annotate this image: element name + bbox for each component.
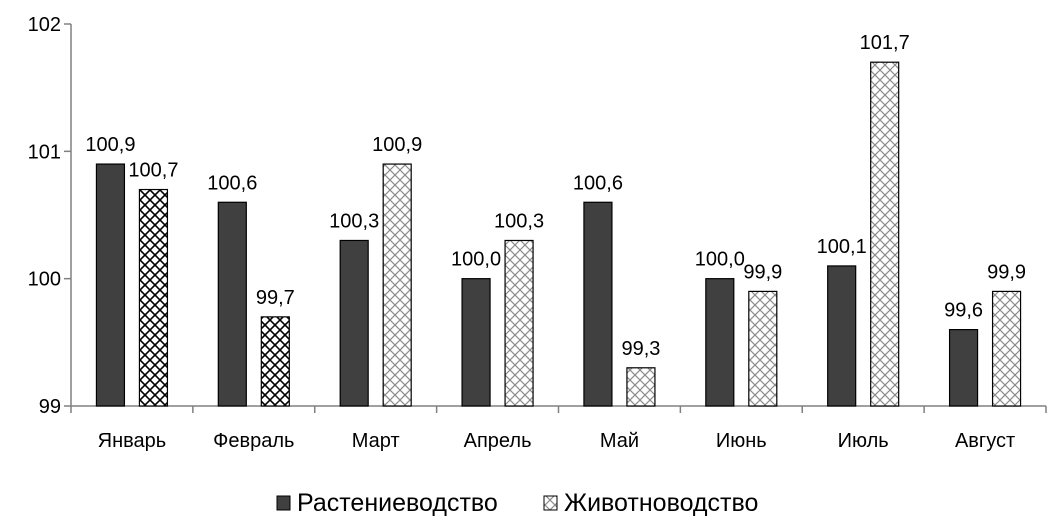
data-label: 99,3 <box>621 338 660 360</box>
data-label: 100,7 <box>128 160 178 182</box>
bar <box>504 239 534 407</box>
bar <box>138 188 169 407</box>
bars <box>95 61 1022 407</box>
bar <box>339 239 369 407</box>
legend: Растениеводство Животноводство <box>276 489 758 517</box>
data-label: 101,7 <box>860 32 910 54</box>
bar <box>870 61 900 407</box>
legend-swatch-series-2 <box>543 495 558 511</box>
data-label: 99,6 <box>944 300 983 322</box>
data-label: 100,6 <box>207 172 257 194</box>
y-tick-label: 102 <box>28 14 61 36</box>
data-label: 99,7 <box>256 287 295 309</box>
data-label: 99,9 <box>743 261 782 283</box>
x-tick-label: Май <box>600 430 639 452</box>
data-label: 100,6 <box>573 172 623 194</box>
data-label: 100,1 <box>817 236 867 258</box>
legend-label-series-2: Животноводство <box>564 489 758 517</box>
data-label: 99,9 <box>987 261 1026 283</box>
bar <box>461 278 491 407</box>
legend-label-series-1: Растениеводство <box>297 489 498 517</box>
x-tick-label: Июнь <box>716 430 767 452</box>
x-tick-label: Февраль <box>213 430 294 452</box>
y-tick-label: 100 <box>28 269 61 291</box>
bar <box>217 201 247 407</box>
bar <box>583 201 613 407</box>
x-tick-label: Март <box>352 430 400 452</box>
bar <box>95 163 126 407</box>
data-label: 100,3 <box>494 210 544 232</box>
y-tick-label: 99 <box>39 396 61 418</box>
bar <box>705 278 735 407</box>
bar <box>948 329 979 407</box>
bar <box>991 290 1022 407</box>
y-tick-label: 101 <box>28 141 61 163</box>
bar <box>827 265 857 407</box>
bar <box>748 290 778 407</box>
data-labels: 100,9 100,7 100,6 99,7 100,3 100,9 100,0 100,3 1… <box>85 32 1026 360</box>
x-tick-label: Январь <box>98 430 167 452</box>
x-tick-label: Август <box>955 430 1015 452</box>
bar <box>626 367 656 407</box>
data-label: 100,9 <box>372 134 422 156</box>
data-label: 100,0 <box>451 249 501 271</box>
x-axis: Январь Февраль Март Апрель Май Июнь Июль Август <box>70 405 1047 452</box>
bar <box>260 316 290 407</box>
data-label: 100,0 <box>695 249 745 271</box>
data-label: 100,9 <box>85 134 135 156</box>
bar <box>382 163 412 407</box>
legend-swatch-series-1 <box>276 495 291 511</box>
data-label: 100,3 <box>329 210 379 232</box>
x-tick-label: Июль <box>838 430 889 452</box>
x-tick-label: Апрель <box>464 430 532 452</box>
y-axis: 99 100 101 102 <box>28 14 72 418</box>
